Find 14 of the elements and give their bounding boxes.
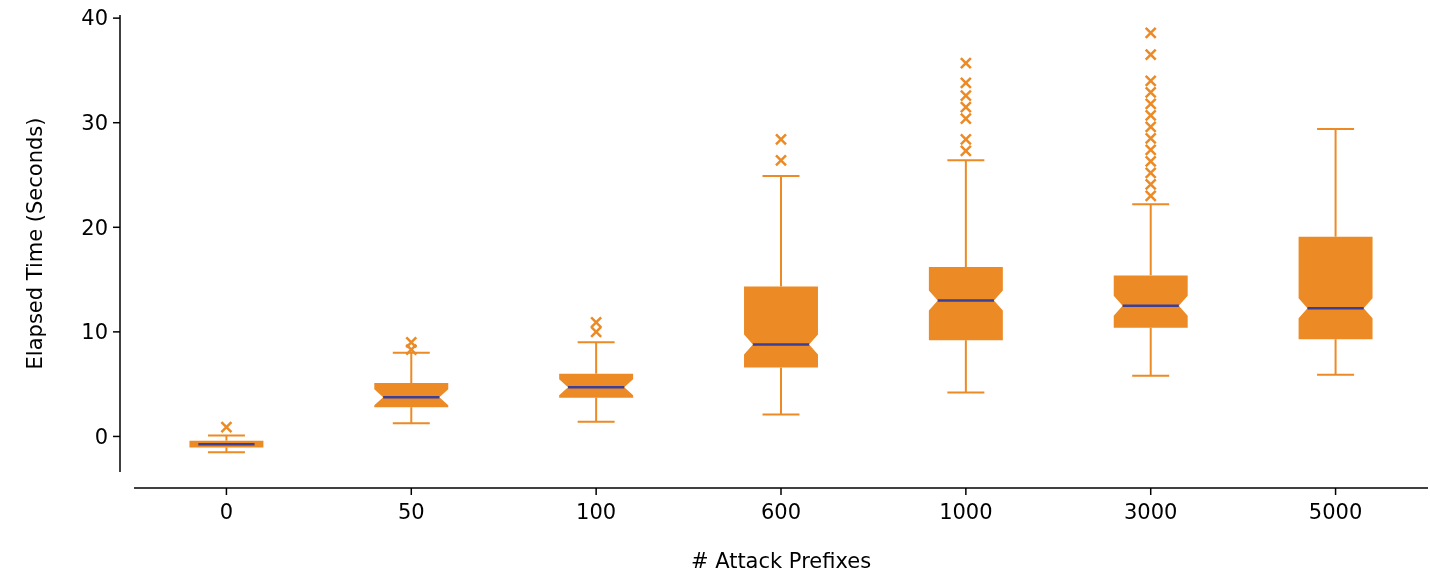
y-axis-title: Elapsed Time (Seconds)	[23, 117, 47, 370]
x-tick-label: 1000	[939, 500, 993, 524]
x-tick-label: 3000	[1123, 500, 1178, 524]
x-axis-title: # Attack Prefixes	[690, 549, 872, 573]
y-tick-label: 40	[81, 6, 108, 31]
x-tick-label: 0	[219, 500, 234, 524]
y-tick-label: 20	[81, 215, 108, 240]
y-tick-label: 0	[94, 424, 108, 449]
x-tick-label: 50	[397, 500, 425, 524]
x-tick-label: 5000	[1308, 500, 1363, 524]
x-tick-label: 100	[576, 500, 617, 524]
y-tick-label: 10	[81, 320, 108, 345]
x-tick-label: 600	[760, 500, 802, 524]
y-tick-label: 30	[81, 111, 108, 136]
